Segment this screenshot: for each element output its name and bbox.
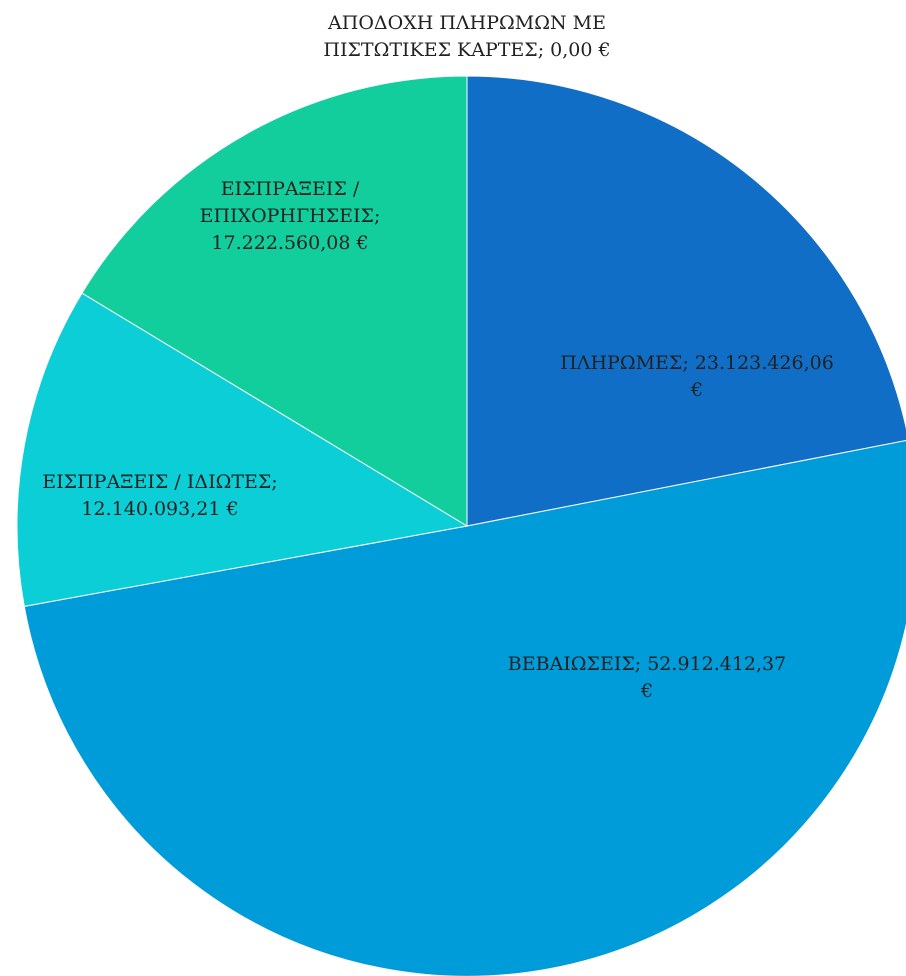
pie-slice-1 — [466, 75, 906, 527]
data-label-slice-2: ΒΕΒΑΙΩΣΕΙΣ; 52.912.412,37 € — [508, 653, 786, 702]
pie-slice-2 — [23, 440, 906, 976]
pie-slice-3 — [16, 292, 469, 607]
data-label-slice-1: ΠΛΗΡΩΜΕΣ; 23.123.426,06 € — [560, 352, 834, 401]
pie-data-labels: ΠΛΗΡΩΜΕΣ; 23.123.426,06 € ΒΕΒΑΙΩΣΕΙΣ; 52.9… — [42, 12, 834, 702]
data-label-slice-4: ΕΙΣΠΡΑΞΕΙΣ / ΕΠΙΧΟΡΗΓΗΣΕΙΣ; 17.222.560,08 … — [200, 178, 381, 254]
pie-slices — [16, 75, 906, 976]
data-label-slice-5: ΑΠΟΔΟΧΗ ΠΛΗΡΩΜΩΝ ΜΕ ΠΙΣΤΩΤΙΚΕΣ ΚΑΡΤΕΣ; 0,… — [323, 12, 610, 61]
pie-slice-4 — [81, 75, 468, 527]
data-label-slice-3: ΕΙΣΠΡΑΞΕΙΣ / ΙΔΙΩΤΕΣ; 12.140.093,21 € — [42, 471, 277, 520]
